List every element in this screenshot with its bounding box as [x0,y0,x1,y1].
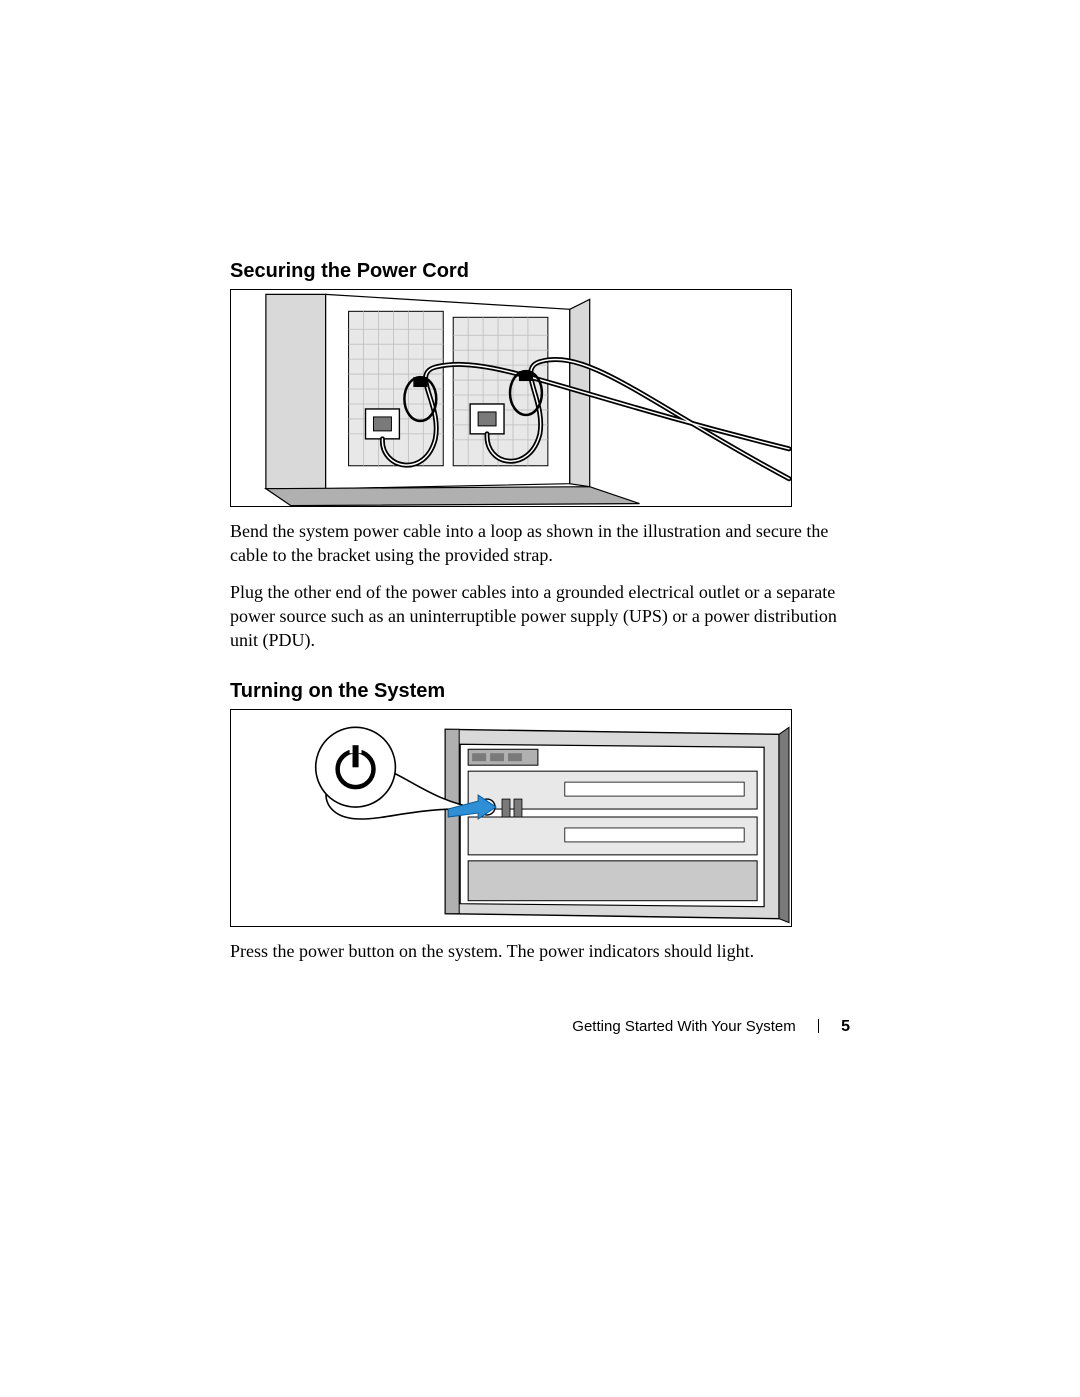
power-cord-svg [231,289,791,507]
power-plug-right [470,404,504,434]
page-footer: Getting Started With Your System 5 [0,1018,1080,1036]
paragraph-power-cord-2: Plug the other end of the power cables i… [230,580,850,653]
document-page: Securing the Power Cord [0,0,1080,1397]
heading-securing-power-cord: Securing the Power Cord [230,260,850,283]
heading-turning-on-system: Turning on the System [230,680,850,703]
power-plug-left [366,409,400,439]
figure-power-cord-illustration [230,289,792,507]
paragraph-power-cord-1: Bend the system power cable into a loop … [230,519,850,568]
content-column: Securing the Power Cord [230,260,850,976]
page-number: 5 [841,1018,850,1035]
paragraph-turning-on: Press the power button on the system. Th… [230,939,850,963]
footer-title: Getting Started With Your System [572,1018,795,1035]
figure-power-button-illustration [230,709,792,927]
power-button-svg [231,709,791,927]
footer-divider [818,1019,819,1033]
section-spacer [230,664,850,680]
